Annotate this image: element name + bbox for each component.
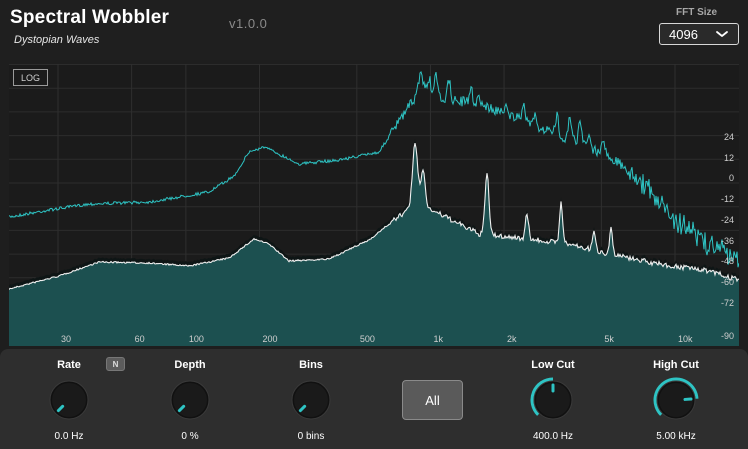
all-button[interactable]: All: [402, 380, 463, 420]
freq-tick-label: 10k: [678, 334, 693, 344]
depth-label: Depth: [174, 359, 206, 371]
spectrum-fill: [9, 143, 739, 346]
db-tick-label: -24: [721, 215, 734, 225]
rate-sync-badge[interactable]: N: [106, 357, 125, 371]
bins-label: Bins: [299, 359, 323, 371]
high-cut-value: 5.00 kHz: [656, 431, 696, 442]
db-tick-label: 24: [724, 132, 734, 142]
freq-tick-label: 200: [262, 334, 277, 344]
app-title: Spectral Wobbler: [10, 7, 170, 28]
bins-value: 0 bins: [297, 431, 325, 442]
depth-knob[interactable]: [165, 375, 215, 425]
rate-knob[interactable]: [44, 375, 94, 425]
freq-tick-label: 30: [61, 334, 71, 344]
db-tick-label: 0: [729, 173, 734, 183]
db-tick-label: 12: [724, 153, 734, 163]
bins-knob[interactable]: [286, 375, 336, 425]
db-tick-label: -72: [721, 298, 734, 308]
rate-label: Rate: [57, 359, 81, 371]
low-cut-label: Low Cut: [531, 359, 575, 371]
depth-value: 0 %: [181, 431, 199, 442]
db-tick-label: -12: [721, 194, 734, 204]
chevron-down-icon: [716, 31, 728, 37]
spectrum-svg: 30 60 100 200 500 1k 2k 5k 10k 24 12 0 -12 -24 -36 -48…: [9, 64, 739, 346]
input-spectrum-line: [9, 71, 739, 268]
freq-tick-label: 100: [189, 334, 204, 344]
header: Spectral Wobbler Dystopian Waves v1.0.0 …: [0, 0, 748, 60]
freq-tick-label: 2k: [507, 334, 517, 344]
db-tick-label: -36: [721, 236, 734, 246]
spectrum-display: 30 60 100 200 500 1k 2k 5k 10k 24 12 0 -12 -24 -36 -48…: [9, 64, 739, 346]
freq-tick-label: 5k: [604, 334, 614, 344]
app-subtitle: Dystopian Waves: [14, 34, 100, 46]
log-toggle-button[interactable]: LOG: [13, 69, 48, 86]
fft-size-value: 4096: [669, 26, 698, 42]
fft-size-dropdown[interactable]: 4096: [659, 23, 739, 45]
db-axis: 24 12 0 -12 -24 -36 -48 -60 -72 -90: [721, 132, 734, 341]
freq-tick-label: 60: [135, 334, 145, 344]
high-cut-knob[interactable]: [651, 375, 701, 425]
db-tick-label: -90: [721, 331, 734, 341]
db-tick-label: -60: [721, 277, 734, 287]
output-spectrum-line: [9, 142, 739, 290]
low-cut-value: 400.0 Hz: [532, 431, 574, 442]
high-cut-label: High Cut: [653, 359, 699, 371]
frequency-axis: 30 60 100 200 500 1k 2k 5k 10k: [61, 334, 693, 344]
freq-tick-label: 500: [360, 334, 375, 344]
low-cut-knob[interactable]: [528, 375, 578, 425]
fft-size-label: FFT Size: [676, 7, 718, 18]
version-label: v1.0.0: [229, 16, 268, 31]
rate-value: 0.0 Hz: [54, 431, 84, 442]
freq-tick-label: 1k: [433, 334, 443, 344]
db-tick-label: -48: [721, 256, 734, 266]
